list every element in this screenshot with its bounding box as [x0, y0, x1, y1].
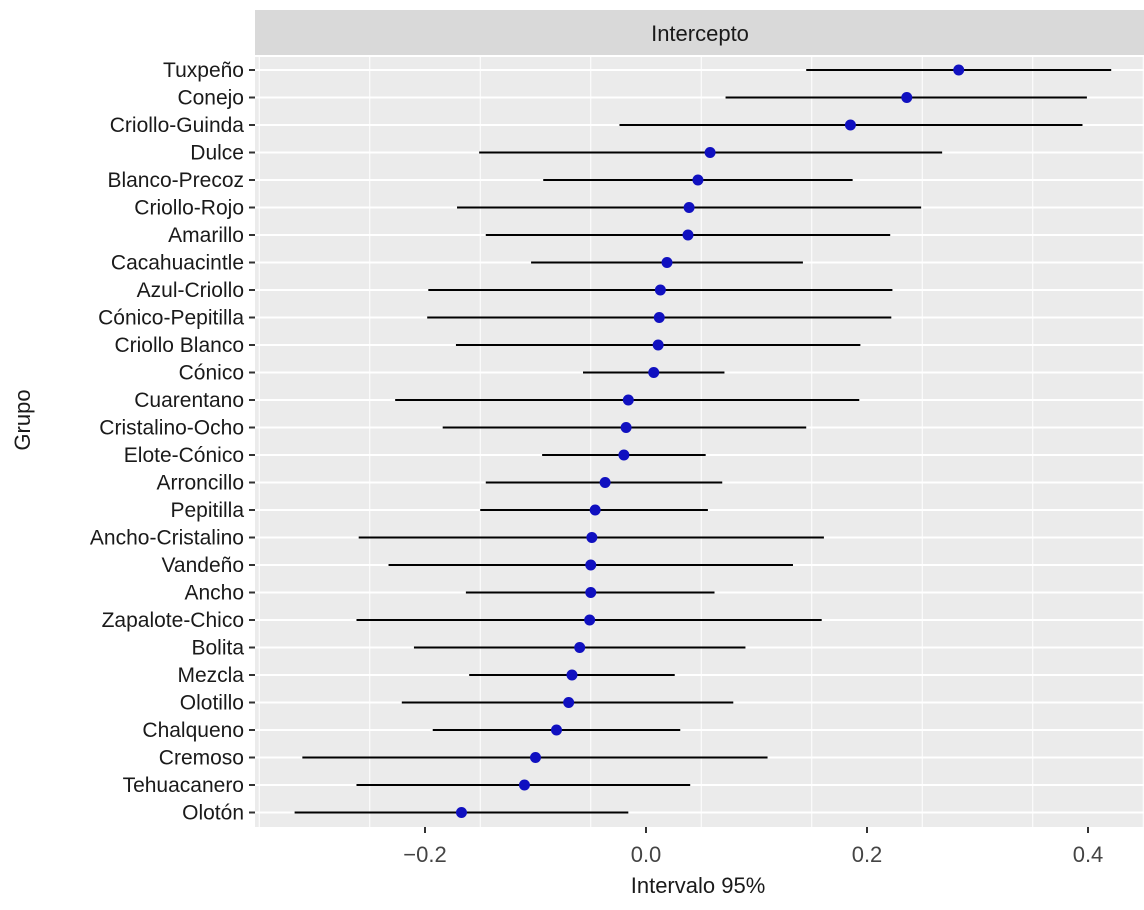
estimate-point [653, 312, 665, 323]
y-tick-label: Criollo-Guinda [110, 114, 245, 137]
estimate-point [566, 669, 578, 681]
estimate-point [574, 642, 586, 653]
point-layer [455, 64, 965, 818]
estimate-point [648, 367, 660, 378]
y-tick-label: Cuarentano [134, 389, 244, 412]
y-tick-label: Criollo-Rojo [134, 197, 244, 220]
estimate-point [618, 449, 630, 461]
y-tick-label: Blanco-Precoz [107, 169, 244, 192]
y-tick-label: Arroncillo [156, 472, 244, 495]
estimate-point [683, 202, 695, 213]
y-tick-label: Cacahuacintle [111, 252, 244, 275]
y-tick-label: Ancho-Cristalino [90, 527, 244, 550]
estimate-point [692, 174, 704, 186]
x-tick-label: 0.0 [631, 842, 662, 867]
panel-background [255, 57, 1144, 827]
y-tick-label: Dulce [190, 142, 244, 165]
y-tick-label: Tuxpeño [163, 59, 244, 82]
y-tick-label: Bolita [191, 637, 244, 660]
estimate-point [844, 119, 856, 131]
y-tick-label: Ancho [184, 582, 244, 605]
estimate-point [622, 394, 634, 406]
estimate-point [953, 64, 965, 76]
estimate-point [585, 559, 597, 571]
y-tick-label: Cónico [179, 362, 244, 385]
estimate-point [584, 614, 596, 626]
estimate-point [585, 587, 597, 598]
y-tick-label: Cremoso [159, 747, 244, 770]
y-tick-label: Vandeño [161, 554, 244, 577]
y-tick-label: Elote-Cónico [124, 444, 244, 467]
y-tick-label: Criollo Blanco [114, 334, 244, 357]
estimate-point [652, 339, 664, 351]
y-tick-label: Olotillo [180, 692, 244, 715]
y-tick-label: Azul-Criollo [137, 279, 244, 302]
x-tick-label: 0.4 [1073, 842, 1104, 867]
estimate-point [586, 532, 598, 543]
y-tick-label: Amarillo [168, 224, 244, 247]
estimate-point [620, 422, 632, 433]
y-tick-label: Zapalote-Chico [102, 609, 244, 632]
y-tick-label: Tehuacanero [123, 774, 244, 797]
y-tick-label: Chalqueno [142, 719, 244, 742]
estimate-point [901, 92, 913, 103]
y-tick-label: Cónico-Pepitilla [98, 307, 244, 330]
y-tick-label: Pepitilla [170, 499, 244, 522]
y-axis-title: Grupo [10, 389, 35, 450]
x-tick-label: 0.2 [852, 842, 883, 867]
estimate-point [563, 697, 575, 708]
y-tick-labels: Tuxpeño Conejo Criollo-Guinda Dulce Blanco-P… [90, 59, 255, 825]
estimate-point [518, 779, 530, 791]
y-tick-label: Cristalino-Ocho [99, 417, 244, 440]
strip-background [255, 10, 1144, 55]
y-tick-label: Conejo [177, 87, 244, 110]
estimate-point [654, 284, 666, 296]
estimate-point [704, 147, 716, 158]
estimate-point [550, 724, 562, 736]
facet-title: Intercepto [651, 21, 749, 46]
estimate-point [661, 257, 673, 268]
x-tick-label: −0.2 [403, 842, 446, 867]
x-axis-title: Intervalo 95% [631, 873, 766, 898]
x-tick-labels: −0.2 0.0 0.2 0.4 [403, 827, 1103, 867]
estimate-point [682, 229, 694, 241]
estimate-point [455, 807, 467, 818]
y-tick-label: Olotón [182, 802, 244, 825]
estimate-point [530, 752, 541, 763]
estimate-point [589, 504, 601, 516]
estimate-point [599, 477, 611, 488]
y-tick-label: Mezcla [177, 664, 244, 687]
